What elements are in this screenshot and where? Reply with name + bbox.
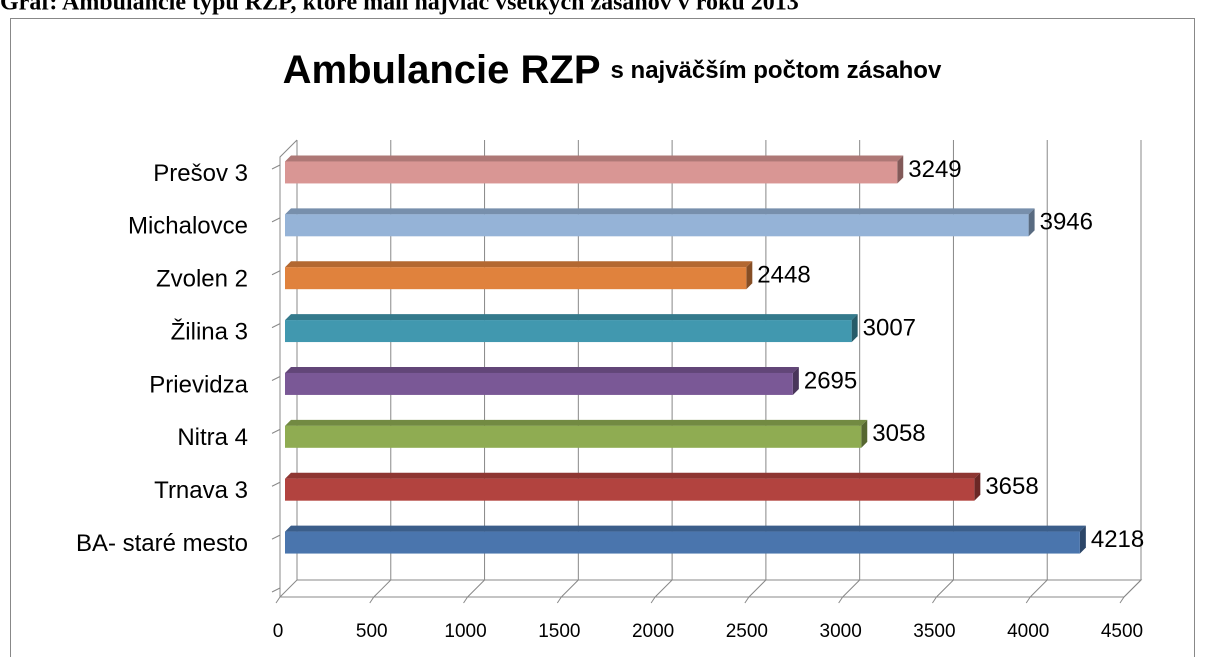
x-tick-label: 1500 (538, 621, 580, 642)
floor-grid-line (279, 579, 298, 598)
data-label: 3946 (1040, 209, 1093, 236)
y-wall-tick (271, 323, 281, 329)
y-tick-label: Michalovce (128, 213, 248, 240)
data-label: 3058 (872, 420, 925, 447)
x-tick (463, 596, 468, 604)
bar (285, 155, 904, 184)
y-wall-tick (271, 376, 281, 381)
chart-title: Ambulancie RZP (283, 48, 601, 92)
y-wall-tick (271, 164, 281, 170)
bar-front (285, 214, 1029, 237)
x-tick (1025, 596, 1031, 604)
x-tick-label: 0 (273, 621, 284, 642)
y-wall-tick (271, 587, 281, 593)
bar-front (285, 478, 975, 501)
floor-grid-line (560, 579, 579, 598)
heading: Graf: Ambulancie typu RZP, ktoré mali na… (0, 0, 799, 16)
bar (285, 208, 1035, 237)
bar-front (285, 267, 747, 290)
x-tick (1119, 596, 1125, 604)
x-tick-label: 4500 (1101, 621, 1143, 642)
y-tick-label: Trnava 3 (154, 477, 248, 504)
bar-front (285, 161, 898, 184)
left-wall (279, 139, 298, 597)
y-wall-tick (271, 534, 281, 540)
bar-top (285, 419, 868, 426)
chart-title-group: Ambulancie RZP s najväčším počtom zásahov (283, 48, 942, 92)
data-label: 2695 (804, 367, 857, 394)
x-tick (744, 596, 750, 604)
data-label: 3007 (863, 314, 916, 341)
y-wall-tick (271, 217, 281, 223)
y-wall-tick (271, 428, 281, 434)
floor-grid-line (654, 579, 673, 598)
x-tick-label: 500 (356, 621, 388, 642)
y-tick-label: Žilina 3 (171, 318, 248, 345)
bar (285, 419, 868, 448)
bar-side (851, 314, 858, 343)
floor-grid-line (373, 579, 392, 598)
bar-top (285, 525, 1086, 532)
bar-side (1079, 525, 1086, 554)
x-tick (650, 596, 656, 604)
bar-side (897, 155, 904, 184)
data-label: 4218 (1091, 526, 1144, 553)
y-tick-label: Nitra 4 (177, 424, 248, 451)
bar-top (285, 472, 981, 479)
x-tick-label: 1000 (444, 621, 486, 642)
floor-grid-line (936, 579, 954, 598)
bar-front (285, 372, 793, 395)
floor-grid-line (842, 579, 861, 598)
bar-top (285, 366, 799, 373)
bar-top (285, 208, 1035, 215)
x-tick (556, 596, 562, 604)
bar-top (285, 155, 904, 162)
bar (285, 261, 753, 290)
bar-side (746, 261, 753, 290)
data-label: 3249 (908, 156, 961, 183)
bar-side (974, 472, 981, 501)
x-tick (838, 596, 844, 604)
x-tick-label: 3000 (820, 621, 862, 642)
x-tick (932, 596, 937, 604)
x-tick (369, 596, 375, 604)
bar-side (792, 366, 799, 395)
y-wall-tick (271, 270, 281, 276)
data-label: 2448 (757, 262, 810, 289)
bar-side (861, 419, 868, 448)
bar (285, 314, 858, 343)
bar-side (1028, 208, 1035, 237)
bar (285, 366, 799, 395)
y-tick-label: Prešov 3 (153, 160, 248, 187)
x-tick-label: 4000 (1007, 621, 1049, 642)
x-tick-label: 3500 (913, 621, 955, 642)
floor-grid-line (467, 579, 485, 598)
x-tick (275, 596, 281, 604)
floor (280, 579, 1143, 598)
data-label: 3658 (985, 473, 1038, 500)
x-tick-label: 2000 (632, 621, 674, 642)
chart-subtitle: s najväčším počtom zásahov (611, 57, 942, 84)
floor-grid-line (1123, 579, 1142, 598)
bar-front (285, 425, 862, 448)
bar-top (285, 261, 753, 268)
y-tick-label: Prievidza (149, 371, 248, 398)
bar-front (285, 320, 852, 343)
bar (285, 472, 981, 501)
y-tick-label: BA- staré mesto (76, 530, 248, 557)
y-tick-label: Zvolen 2 (156, 266, 248, 293)
bar (285, 525, 1086, 554)
floor-grid-line (1029, 579, 1048, 598)
y-wall-tick (271, 481, 281, 487)
chart-frame (10, 18, 1195, 657)
floor-grid-line (748, 579, 767, 598)
bar-top (285, 314, 858, 321)
bar-front (285, 531, 1080, 554)
x-tick-label: 2500 (726, 621, 768, 642)
